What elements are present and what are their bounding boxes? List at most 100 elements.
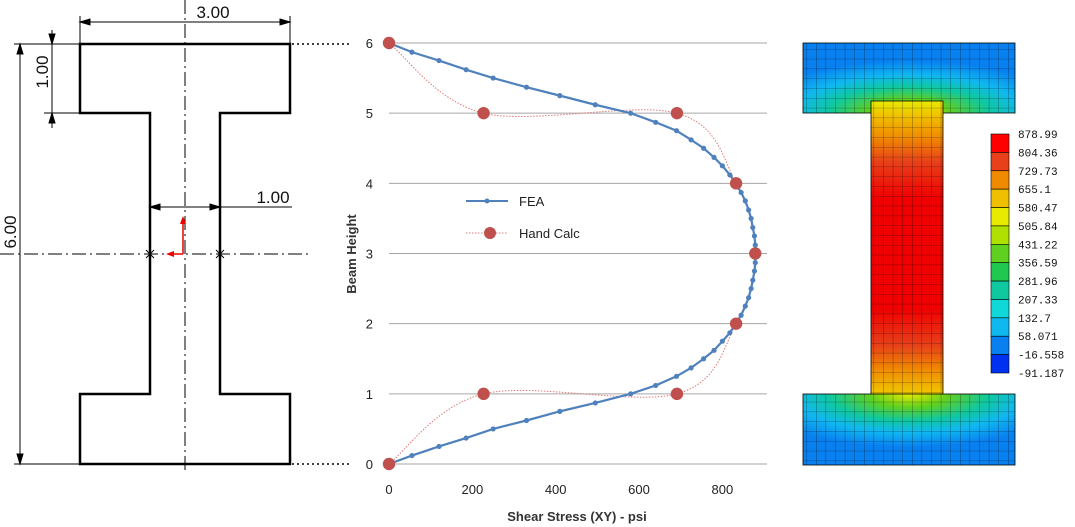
y-tick-label: 5 bbox=[366, 106, 373, 121]
colorbar-band bbox=[990, 225, 1010, 245]
fea-point bbox=[653, 382, 659, 389]
cad-drawing: 3.00 1.00 1.00 6.00 bbox=[0, 0, 352, 470]
y-tick-label: 4 bbox=[366, 176, 373, 191]
y-tick-label: 1 bbox=[366, 387, 373, 402]
fea-point bbox=[463, 435, 469, 441]
legend-hand-calc-label: Hand Calc bbox=[519, 226, 580, 241]
fea-point bbox=[727, 172, 733, 178]
hand-calc-point bbox=[729, 317, 743, 330]
x-tick-label: 600 bbox=[628, 482, 650, 497]
fea-point bbox=[653, 119, 659, 125]
colorbar-band bbox=[990, 262, 1010, 282]
fea-point bbox=[673, 373, 680, 379]
fea-point bbox=[592, 102, 598, 108]
fea-point bbox=[490, 75, 496, 81]
fea-point bbox=[463, 67, 469, 73]
colorbar-band bbox=[990, 207, 1010, 227]
colorbar-label: -16.558 bbox=[1018, 351, 1064, 363]
colorbar-band bbox=[990, 188, 1010, 208]
fea-point bbox=[688, 137, 694, 143]
fea-point bbox=[719, 338, 725, 344]
series-markers bbox=[382, 36, 762, 471]
colorbar-label: 804.36 bbox=[1018, 148, 1058, 160]
colorbar-band bbox=[990, 244, 1010, 263]
fea-point bbox=[592, 400, 598, 406]
colorbar-label: 878.99 bbox=[1018, 130, 1058, 142]
colorbar-band bbox=[990, 317, 1010, 337]
x-tick-label: 200 bbox=[461, 482, 483, 497]
colorbar-label: 431.22 bbox=[1018, 240, 1058, 252]
colorbar-label: 655.1 bbox=[1018, 185, 1051, 197]
x-tick-label: 400 bbox=[545, 482, 567, 497]
fea-point bbox=[701, 145, 707, 151]
dim-web-width-label: 1.00 bbox=[256, 188, 289, 207]
fea-point bbox=[748, 215, 754, 222]
legend-fea-marker bbox=[484, 198, 490, 204]
colorbar-label: 505.84 bbox=[1018, 222, 1058, 234]
web-edge-markers bbox=[145, 249, 225, 259]
fea-point bbox=[490, 426, 496, 432]
fea-point bbox=[738, 312, 744, 318]
dim-flange-width-label: 3.00 bbox=[196, 3, 229, 22]
hand-calc-point bbox=[729, 177, 743, 190]
dim-height-label: 6.00 bbox=[1, 215, 20, 248]
x-tick-label: 0 bbox=[385, 482, 392, 497]
fea-point bbox=[719, 163, 725, 169]
fea-point bbox=[750, 277, 756, 283]
fea-point bbox=[409, 49, 415, 55]
colorbar-label: 132.7 bbox=[1018, 314, 1051, 326]
colorbar-band bbox=[990, 152, 1010, 172]
hand-calc-point bbox=[382, 457, 396, 471]
chart-legend: FEA Hand Calc bbox=[466, 194, 580, 241]
y-tick-label: 0 bbox=[366, 457, 373, 472]
hand-calc-point bbox=[382, 36, 396, 50]
contour-colorbar-labels: 878.99 804.36 729.73 655.1 580.47 505.84 431.2… bbox=[1018, 130, 1064, 381]
fea-point bbox=[436, 443, 442, 450]
fea-point bbox=[752, 260, 758, 266]
fea-point bbox=[742, 198, 748, 204]
ibeam-outline bbox=[78, 42, 292, 466]
colorbar-label: 281.96 bbox=[1018, 277, 1058, 289]
fea-point bbox=[752, 242, 758, 248]
fea-point bbox=[409, 452, 415, 459]
fea-point bbox=[727, 330, 733, 336]
fea-point bbox=[748, 285, 754, 292]
hand-calc-point bbox=[670, 106, 684, 120]
colorbar-label: 580.47 bbox=[1018, 204, 1058, 216]
y-tick-label: 6 bbox=[366, 36, 373, 51]
fea-point bbox=[750, 224, 756, 231]
fea-point bbox=[628, 391, 634, 397]
fea-point bbox=[523, 84, 530, 90]
hand-calc-point bbox=[670, 387, 684, 401]
fea-point bbox=[523, 417, 530, 424]
legend-hand-calc-marker bbox=[484, 227, 496, 239]
colorbar-band bbox=[990, 354, 1010, 374]
contour-web-mesh bbox=[870, 100, 944, 407]
fea-point bbox=[751, 233, 758, 239]
colorbar-label: 207.33 bbox=[1018, 295, 1058, 307]
hand-calc-point bbox=[749, 247, 762, 260]
fea-contour-plot: 878.99 804.36 729.73 655.1 580.47 505.84 431.2… bbox=[802, 42, 1064, 466]
y-tick-label: 3 bbox=[366, 247, 373, 262]
grid-lines bbox=[389, 42, 767, 465]
y-tick-label: 2 bbox=[366, 317, 373, 332]
colorbar-band bbox=[990, 335, 1010, 355]
colorbar-label: -91.187 bbox=[1018, 369, 1064, 381]
fea-point bbox=[746, 295, 752, 301]
fea-point bbox=[557, 93, 563, 99]
fea-point bbox=[436, 57, 442, 64]
fea-point bbox=[751, 268, 758, 274]
fea-point bbox=[688, 365, 694, 371]
shear-stress-chart: 0 1 2 3 4 5 6 0 200 400 600 800 Shear Stress (XY) … bbox=[344, 36, 767, 524]
hand-calc-point bbox=[477, 106, 490, 120]
dim-flange-thickness-label: 1.00 bbox=[33, 55, 52, 88]
fea-point bbox=[742, 303, 748, 309]
origin-axis-icon bbox=[166, 216, 186, 257]
colorbar-label: 729.73 bbox=[1018, 167, 1058, 179]
fea-point bbox=[628, 110, 634, 116]
dimension-web-width bbox=[148, 203, 292, 211]
dimension-flange-width bbox=[78, 16, 292, 44]
fea-point bbox=[711, 347, 717, 353]
hand-calc-point bbox=[477, 387, 490, 401]
